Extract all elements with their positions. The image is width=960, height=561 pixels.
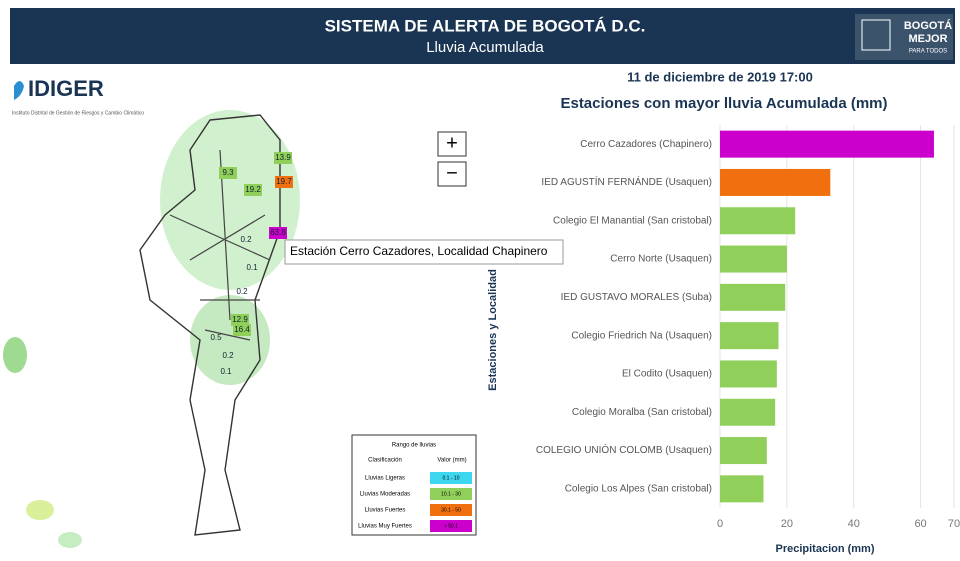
legend-range: > 50.1	[444, 523, 458, 529]
bar	[720, 169, 830, 196]
y-tick-label: Cerro Norte (Usaquen)	[610, 254, 712, 265]
legend-range: 0.1 - 10	[443, 475, 460, 481]
rain-area	[160, 110, 300, 290]
bar	[720, 437, 767, 464]
x-tick-label: 40	[848, 518, 860, 530]
page: SISTEMA DE ALERTA DE BOGOTÁ D.C. Lluvia …	[0, 0, 960, 561]
rain-area	[3, 337, 27, 373]
y-tick-label: Colegio Friedrich Na (Usaquen)	[571, 330, 712, 341]
legend-header: Valor (mm)	[437, 458, 466, 464]
bar	[720, 399, 775, 426]
legend-title: Rango de lluvias	[392, 443, 436, 449]
station-value: 12.9	[232, 315, 248, 324]
station-value: 0.1	[246, 263, 258, 272]
legend-class: Lluvias Moderadas	[360, 492, 410, 498]
x-tick-label: 70	[948, 518, 960, 530]
station-value: 16.4	[234, 325, 250, 334]
legend-range: 30.1 - 50	[441, 507, 461, 513]
y-tick-label: Colegio Los Alpes (San cristobal)	[565, 483, 712, 494]
map-legend: Rango de lluvias Clasificación Valor (mm…	[352, 435, 476, 535]
brand-text: PARA TODOS	[909, 49, 947, 55]
station-value: 9.3	[222, 168, 234, 177]
brand-text: BOGOTÁ	[904, 19, 952, 32]
rain-area	[58, 532, 82, 548]
logo-drop	[14, 81, 24, 100]
zoom-in-label[interactable]: +	[446, 132, 458, 154]
x-tick-label: 0	[717, 518, 723, 530]
bar	[720, 284, 785, 311]
x-tick-label: 60	[914, 518, 926, 530]
map: + − Estación Cerro Cazadores, Localidad …	[3, 110, 563, 548]
y-tick-label: Colegio Moralba (San cristobal)	[572, 407, 712, 418]
dashboard: SISTEMA DE ALERTA DE BOGOTÁ D.C. Lluvia …	[0, 0, 960, 556]
y-axis-title: Estaciones y Localidad	[487, 269, 499, 391]
station-value: 13.9	[275, 153, 291, 162]
y-tick-label: COLEGIO UNIÓN COLOMB (Usaquen)	[536, 443, 712, 456]
station-value: 0.1	[220, 367, 232, 376]
bar	[720, 322, 779, 349]
logo-tagline: Instituto Distrital de Gestión de Riesgo…	[12, 110, 144, 116]
y-tick-label: Cerro Cazadores (Chapinero)	[580, 139, 712, 150]
y-tick-label: El Codito (Usaquen)	[622, 369, 712, 380]
header-subtitle: Lluvia Acumulada	[426, 39, 544, 56]
station-value: 0.2	[240, 235, 252, 244]
bar	[720, 207, 795, 234]
brand-text: MEJOR	[908, 33, 947, 45]
header-title: SISTEMA DE ALERTA DE BOGOTÁ D.C.	[325, 16, 646, 35]
x-axis-title: Precipitacion (mm)	[775, 543, 874, 555]
station-value: 0.2	[222, 351, 234, 360]
station-value: 0.2	[236, 287, 248, 296]
bar	[720, 475, 763, 502]
tooltip-text: Estación Cerro Cazadores, Localidad Chap…	[290, 244, 548, 258]
y-tick-label: Colegio El Manantial (San cristobal)	[553, 215, 712, 226]
timestamp: 11 de diciembre de 2019 17:00	[627, 69, 813, 84]
legend-range: 10.1 - 30	[441, 491, 461, 497]
y-tick-label: IED GUSTAVO MORALES (Suba)	[561, 292, 712, 303]
station-value: 19.7	[276, 177, 292, 186]
bar	[720, 131, 934, 158]
station-value: 63.8	[270, 228, 286, 237]
zoom-out-label[interactable]: −	[446, 162, 458, 184]
rain-area	[26, 500, 54, 520]
chart-title: Estaciones con mayor lluvia Acumulada (m…	[560, 95, 887, 112]
logo-name: IDIGER	[28, 76, 104, 101]
y-tick-label: IED AGUSTÍN FERNÁNDE (Usaquen)	[541, 175, 712, 188]
bar	[720, 246, 787, 273]
legend-class: Lluvias Muy Fuertes	[358, 524, 412, 530]
x-tick-label: 20	[781, 518, 793, 530]
bar	[720, 360, 777, 387]
legend-class: Lluvias Fuertes	[365, 508, 406, 514]
legend-class: Lluvias Ligeras	[365, 476, 405, 482]
station-value: 19.2	[245, 185, 261, 194]
station-value: 0.5	[210, 333, 222, 342]
legend-header: Clasificación	[368, 458, 402, 464]
